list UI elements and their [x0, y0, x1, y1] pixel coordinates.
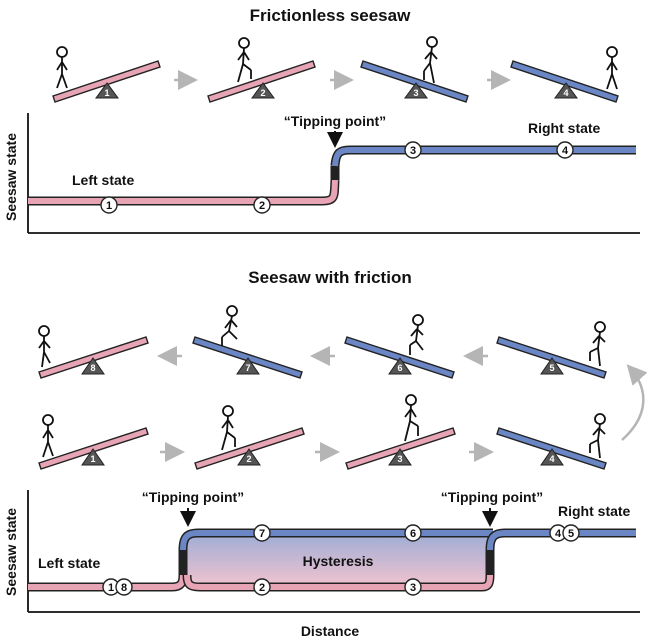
stick-figure-icon — [42, 414, 54, 458]
seesaw-illustration: 3 — [345, 394, 456, 470]
bottom-right-state-label: Right state — [558, 503, 631, 519]
seesaw-illustration: 7 — [192, 305, 303, 379]
seesaw-illustration: 1 — [52, 46, 161, 103]
stick-figure-icon — [56, 46, 68, 89]
seesaw-number: 2 — [246, 454, 251, 464]
state-marker: 3 — [410, 582, 416, 594]
bottom-tipping-point-left-label: “Tipping point” — [142, 489, 244, 505]
stick-figure-icon — [589, 321, 606, 367]
top-tipping-point-label: “Tipping point” — [284, 113, 386, 129]
bottom-y-axis-label: Seesaw state — [3, 508, 19, 596]
state-marker: 6 — [410, 528, 416, 540]
state-marker: 4 — [555, 528, 562, 540]
stick-figure-icon — [409, 314, 424, 355]
seesaw-illustration: 3 — [360, 36, 469, 103]
top-title: Frictionless seesaw — [250, 6, 411, 25]
top-seesaw-row: 1 2 3 — [52, 36, 619, 103]
bottom-seesaw-row-lower: 1 2 3 — [38, 394, 607, 470]
hysteresis-label: Hysteresis — [303, 553, 374, 569]
seesaw-illustration: 1 — [38, 414, 149, 470]
top-state-markers: 1 2 3 4 — [100, 141, 574, 214]
stick-figure-icon — [606, 46, 618, 90]
stick-figure-icon — [237, 37, 252, 83]
stick-figure-icon — [221, 405, 236, 451]
seesaw-number: 3 — [397, 454, 402, 464]
state-marker: 1 — [108, 582, 114, 594]
state-marker: 3 — [410, 145, 416, 157]
top-state-curve — [28, 145, 636, 206]
bottom-left-state-label: Left state — [38, 555, 100, 571]
state-marker: 2 — [259, 200, 265, 212]
seesaw-number: 5 — [549, 363, 554, 373]
seesaw-illustration: 4 — [510, 46, 619, 103]
stick-figure-icon — [221, 305, 238, 346]
bottom-title: Seesaw with friction — [248, 268, 411, 287]
state-marker: 4 — [562, 145, 569, 157]
seesaw-number: 1 — [90, 454, 95, 464]
state-marker: 7 — [259, 528, 265, 540]
seesaw-number: 4 — [549, 454, 554, 464]
bottom-lower-curve — [28, 528, 636, 592]
state-marker: 1 — [106, 200, 112, 212]
bottom-state-markers: 1 8 2 3 7 6 4 5 — [102, 524, 580, 596]
stick-figure-icon — [404, 394, 419, 442]
top-y-axis-label: Seesaw state — [3, 133, 19, 221]
seesaw-number: 8 — [90, 363, 95, 373]
seesaw-illustration: 6 — [344, 314, 455, 379]
stick-figure-icon — [38, 325, 51, 368]
state-marker: 2 — [259, 582, 265, 594]
state-marker: 5 — [568, 528, 574, 540]
seesaw-illustration: 4 — [496, 413, 607, 470]
seesaw-number: 4 — [563, 88, 568, 98]
seesaw-number: 1 — [104, 88, 109, 98]
state-marker: 8 — [121, 582, 127, 594]
bottom-x-axis-label: Distance — [301, 623, 360, 639]
seesaw-number: 3 — [413, 88, 418, 98]
return-arrow — [621, 364, 648, 441]
seesaw-illustration: 5 — [496, 321, 607, 379]
hysteresis-region — [187, 533, 494, 587]
bottom-seesaw-row-upper: 8 7 6 — [38, 305, 607, 379]
seesaw-illustration: 8 — [38, 325, 149, 379]
seesaw-number: 7 — [245, 363, 250, 373]
seesaw-illustration: 2 — [207, 37, 316, 103]
stick-figure-icon — [423, 36, 438, 84]
top-right-state-label: Right state — [528, 120, 601, 136]
top-left-state-label: Left state — [72, 172, 134, 188]
seesaw-number: 2 — [260, 88, 265, 98]
seesaw-illustration: 2 — [194, 405, 305, 470]
stick-figure-icon — [589, 413, 606, 459]
seesaw-number: 6 — [397, 363, 402, 373]
bottom-tipping-point-right-label: “Tipping point” — [441, 489, 543, 505]
